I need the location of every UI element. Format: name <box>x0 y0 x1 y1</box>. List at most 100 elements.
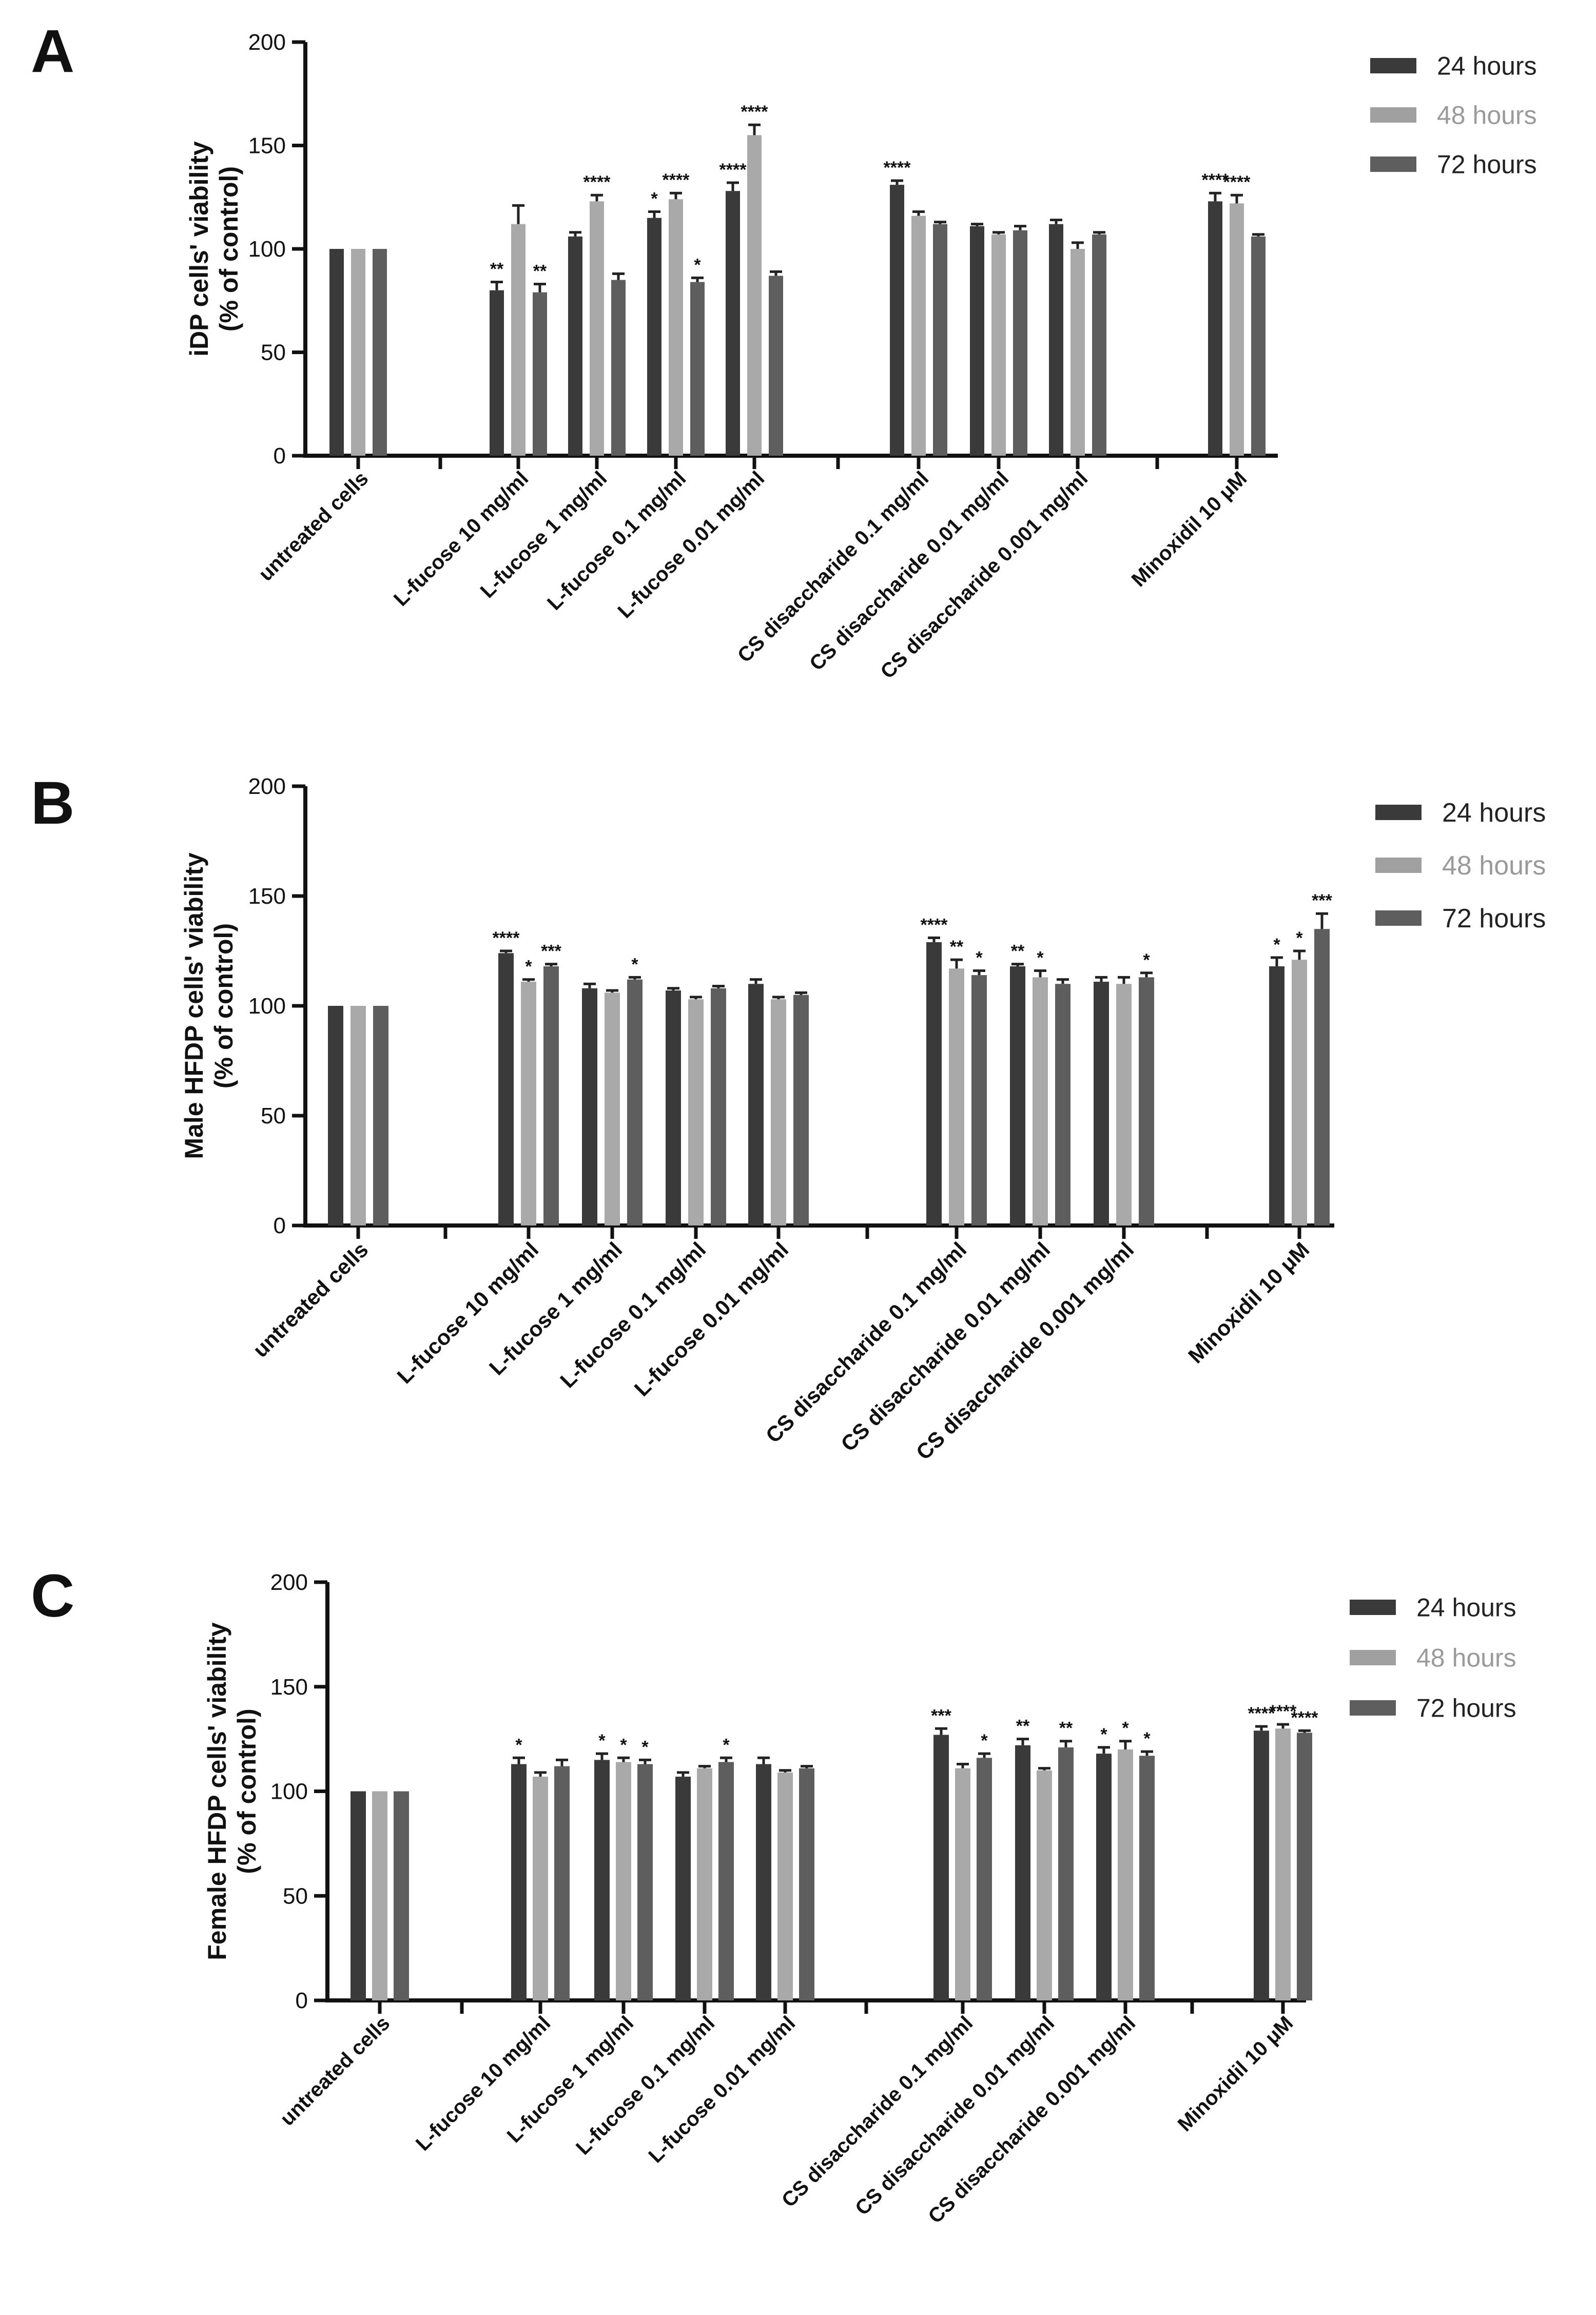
bar <box>1055 984 1071 1225</box>
bar-group: * **** <box>1269 891 1333 1225</box>
bar-group: **** **** <box>719 102 783 456</box>
bar <box>1037 1770 1052 2000</box>
bar <box>637 1764 653 2000</box>
significance-label: * <box>1100 1725 1107 1744</box>
legend-swatch <box>1350 1700 1396 1716</box>
bar <box>718 1762 734 2000</box>
bar <box>955 1768 970 2000</box>
significance-label: ** <box>490 259 504 279</box>
bar <box>1058 1747 1074 2000</box>
bar <box>1208 201 1222 456</box>
bar <box>799 1768 814 2000</box>
significance-label: *** <box>541 942 561 961</box>
panel-letter: C <box>31 1562 74 1630</box>
bar-group <box>748 978 809 1225</box>
legend-label: 72 hours <box>1416 1694 1516 1723</box>
significance-label: *** <box>1312 891 1332 910</box>
bar-group: ******** <box>1202 170 1266 456</box>
bar <box>1275 1728 1291 2000</box>
bar <box>1094 981 1109 1225</box>
bar <box>543 966 559 1225</box>
bar-group: * <box>582 955 643 1225</box>
bar <box>568 236 582 456</box>
bar <box>554 1766 570 2000</box>
bar-group: * <box>511 1735 570 2000</box>
bar <box>926 942 942 1225</box>
significance-label: **** <box>1202 170 1230 190</box>
y-axis-title: Female HFDP cells' viability (% of contro… <box>203 1622 261 1960</box>
bar <box>1010 966 1025 1225</box>
bar-group: ************ <box>1248 1702 1319 2000</box>
bar <box>793 995 809 1225</box>
y-axis-title: Male HFDP cells' viability (% of control) <box>180 852 238 1159</box>
bar <box>328 1006 343 1225</box>
significance-label: *** <box>931 1706 951 1725</box>
bar <box>697 1768 712 2000</box>
legend-label: 48 hours <box>1437 101 1537 130</box>
bar <box>748 984 764 1225</box>
legend-swatch <box>1350 1600 1396 1615</box>
bar <box>1116 984 1132 1225</box>
significance-label: * <box>1296 928 1303 948</box>
bar-group: **** <box>1015 1717 1074 2000</box>
bar <box>647 218 661 456</box>
bar <box>1230 203 1244 456</box>
bar <box>1314 929 1330 1225</box>
significance-label: * <box>723 1735 730 1755</box>
bar <box>949 968 964 1225</box>
significance-label: * <box>981 1731 988 1750</box>
bar <box>372 1791 387 2000</box>
y-tick-label: 100 <box>248 237 286 262</box>
bar <box>911 216 926 456</box>
y-axis-title-line: iDP cells' viability <box>185 141 213 357</box>
bar <box>351 1006 366 1225</box>
y-axis-title-line: Female HFDP cells' viability <box>203 1622 231 1960</box>
bar <box>1049 224 1063 456</box>
y-tick-label: 150 <box>248 133 286 159</box>
significance-label: * <box>1037 948 1044 968</box>
legend: 24 hours 48 hours 72 hours <box>1375 798 1546 933</box>
y-axis-title-line: Male HFDP cells' viability <box>180 852 208 1159</box>
bar <box>890 185 904 456</box>
significance-label: **** <box>1291 1708 1319 1727</box>
bar-group <box>1049 219 1106 456</box>
bar <box>1139 977 1154 1225</box>
bar <box>490 290 504 456</box>
significance-label: ** <box>950 937 964 957</box>
significance-label: * <box>976 948 983 968</box>
legend-label: 72 hours <box>1437 150 1537 179</box>
bar <box>1251 236 1266 456</box>
bar <box>1254 1730 1269 2000</box>
panel-letter: A <box>31 17 74 85</box>
y-tick-label: 200 <box>248 30 286 55</box>
bar <box>726 191 740 456</box>
significance-label: **** <box>741 102 769 122</box>
significance-label: **** <box>719 160 747 180</box>
bar <box>616 1762 631 2000</box>
significance-label: ** <box>1016 1717 1030 1736</box>
bar-group: ****** <box>647 170 705 456</box>
bar-group: **** <box>568 172 626 456</box>
bar <box>933 1735 949 2000</box>
bar <box>351 249 365 456</box>
bar-group: * * * <box>594 1731 653 2000</box>
bar-group: ******* <box>921 915 987 1225</box>
bar <box>611 280 626 456</box>
significance-label: * <box>631 955 638 974</box>
bar-group <box>328 1006 388 1225</box>
bar <box>1096 1754 1112 2000</box>
bar <box>771 999 786 1225</box>
legend-swatch <box>1375 805 1422 820</box>
bar <box>675 1776 691 2000</box>
bar-group <box>329 249 387 456</box>
y-tick-label: 100 <box>270 1779 308 1804</box>
y-tick-label: 50 <box>261 1103 286 1129</box>
bar <box>533 292 547 456</box>
bar <box>1071 249 1085 456</box>
significance-label: **** <box>583 172 611 192</box>
bar <box>627 979 643 1225</box>
significance-label: **** <box>1248 1704 1276 1723</box>
significance-label: ** <box>1011 942 1025 961</box>
bar <box>1118 1749 1133 2000</box>
bar <box>511 1764 527 2000</box>
